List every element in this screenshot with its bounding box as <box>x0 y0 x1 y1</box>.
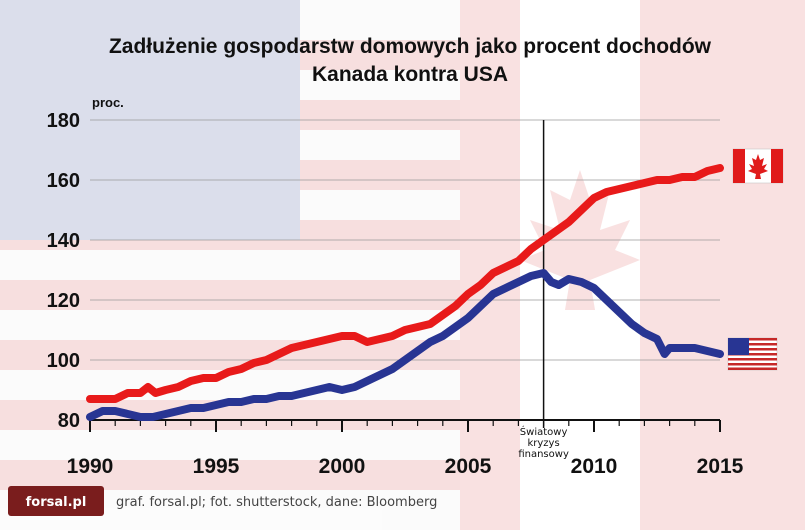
canada-flag-background <box>460 0 805 530</box>
y-tick-label: 120 <box>47 290 80 312</box>
footer-credit: graf. forsal.pl; fot. shutterstock, dane… <box>116 495 437 510</box>
x-tick-label: 1990 <box>67 455 114 478</box>
series-line-1 <box>86 269 724 421</box>
crisis-label-line-2: kryzys <box>527 438 559 449</box>
y-tick-labels: 80 100 120 140 160 180 <box>47 110 80 432</box>
axes <box>89 419 721 432</box>
crisis-label-line-1: Światowy <box>520 425 568 438</box>
x-tick-label: 2015 <box>697 455 744 478</box>
y-tick-label: 180 <box>47 110 80 132</box>
y-tick-label: 160 <box>47 170 80 192</box>
usa-flag-icon <box>727 337 778 371</box>
canada-flag-icon <box>732 148 784 184</box>
chart-title: Zadłużenie gospodarstw domowych jako pro… <box>109 35 712 58</box>
x-tick-labels: 1990 1995 2000 2005 2010 2015 <box>67 455 744 478</box>
x-tick-label: 1995 <box>193 455 240 478</box>
x-tick-label: 2005 <box>445 455 492 478</box>
chart-subtitle: Kanada kontra USA <box>312 63 508 86</box>
forsal-logo: forsal.pl <box>8 486 104 516</box>
y-tick-label: 100 <box>47 350 80 372</box>
y-tick-label: 80 <box>58 410 80 432</box>
y-axis-unit: proc. <box>92 95 124 110</box>
series-line-0 <box>86 164 724 403</box>
crisis-annotation: Światowy kryzys finansowy <box>518 425 569 460</box>
series-lines <box>86 164 724 421</box>
logo-text: forsal.pl <box>26 495 87 510</box>
crisis-label-line-3: finansowy <box>518 449 569 460</box>
x-tick-label: 2000 <box>319 455 366 478</box>
y-tick-label: 140 <box>47 230 80 252</box>
x-tick-label: 2010 <box>571 455 618 478</box>
